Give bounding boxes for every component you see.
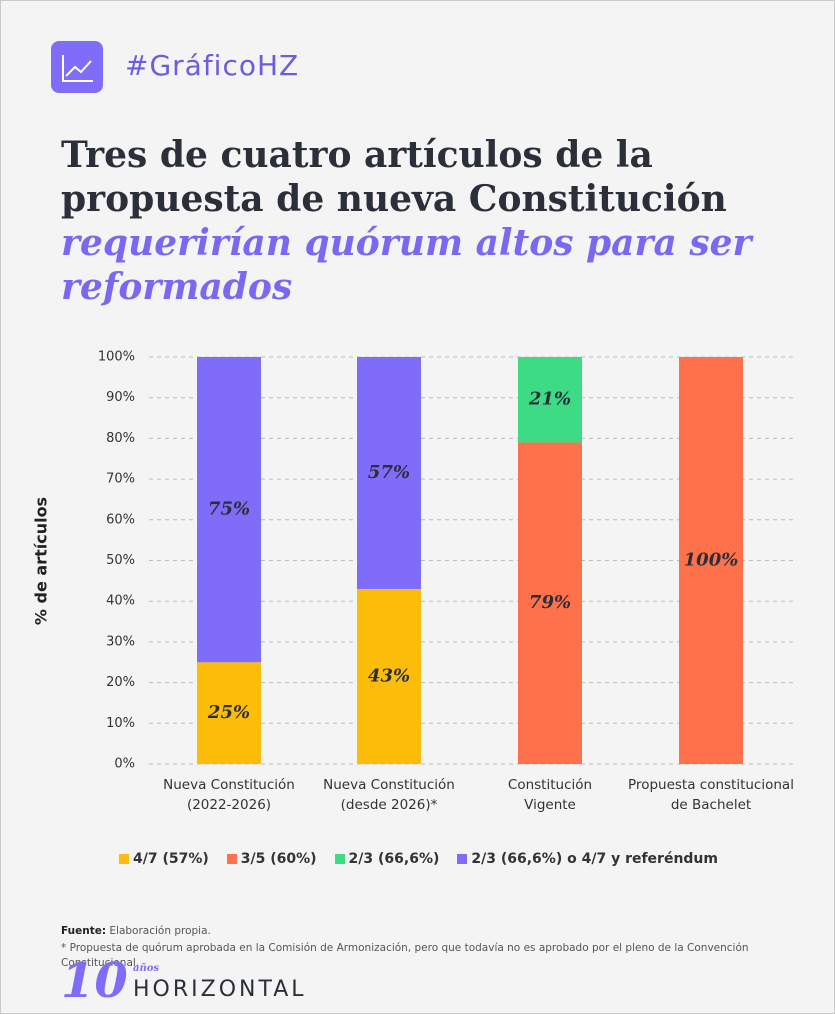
legend-item: 4/7 (57%) — [118, 851, 209, 867]
legend-swatch — [226, 854, 237, 864]
hashtag: #GráficoHZ — [125, 49, 300, 82]
data-label: 100% — [684, 550, 739, 571]
data-label: 21% — [528, 389, 571, 410]
bar-segment — [518, 357, 582, 443]
legend-item: 3/5 (60%) — [226, 851, 317, 867]
y-tick-label: 50% — [106, 553, 135, 568]
legend-swatch — [457, 854, 468, 864]
legend-item: 2/3 (66,6%) — [334, 851, 440, 867]
y-tick-label: 60% — [106, 512, 135, 527]
note: * Propuesta de quórum aprobada en la Com… — [61, 942, 749, 969]
data-label: 79% — [529, 592, 571, 613]
legend-swatch — [118, 854, 129, 864]
bar-segment — [357, 588, 421, 764]
source-text: Elaboración propia. — [109, 925, 211, 937]
title: Tres de cuatro artículos de la propuesta… — [61, 133, 791, 309]
y-tick-label: 0% — [114, 757, 135, 772]
logo-number: 10 — [61, 953, 128, 1009]
data-label: 57% — [368, 462, 410, 483]
y-axis-label: % de artículos — [31, 496, 51, 626]
data-label: 25% — [207, 702, 250, 723]
legend-label: 2/3 (66,6%) — [348, 851, 440, 867]
x-tick-label: Nueva Constitución (desde 2026)* — [323, 777, 455, 813]
y-tick-label: 20% — [106, 675, 135, 690]
legend-item: 2/3 (66,6%) o 4/7 y referéndum — [457, 851, 718, 867]
source: Fuente: Elaboración propia. — [61, 925, 211, 937]
logo-name: HORIZONTAL — [133, 977, 307, 1002]
bar-segment — [197, 662, 261, 764]
legend: 4/7 (57%) 3/5 (60%) 2/3 (66,6%) 2/3 (66,6%)… — [1, 851, 834, 867]
logo: 10 años HORIZONTAL — [61, 953, 321, 1011]
bar-segment — [197, 357, 261, 663]
bar-segment — [518, 442, 582, 764]
bar-segment — [357, 357, 421, 589]
header-icon — [51, 41, 103, 93]
x-tick-label: Nueva Constitución (2022-2026) — [163, 777, 295, 813]
y-tick-label: 80% — [106, 431, 135, 446]
y-tick-label: 90% — [106, 390, 135, 405]
source-label: Fuente: — [61, 925, 107, 937]
y-tick-label: 100% — [98, 350, 135, 365]
data-label: 75% — [208, 499, 250, 520]
logo-years: años — [133, 963, 160, 974]
legend-label: 2/3 (66,6%) o 4/7 y referéndum — [471, 851, 718, 867]
legend-label: 4/7 (57%) — [132, 851, 209, 867]
y-tick-label: 40% — [106, 594, 135, 609]
x-tick-label: Propuesta constitucional de Bachelet — [628, 777, 794, 813]
legend-swatch — [334, 854, 345, 864]
y-tick-label: 30% — [106, 634, 135, 649]
legend-label: 3/5 (60%) — [240, 851, 317, 867]
y-tick-label: 10% — [106, 716, 135, 731]
title-main: Tres de cuatro artículos de la propuesta… — [61, 134, 727, 220]
bar-segment — [679, 357, 743, 764]
y-tick-label: 70% — [106, 472, 135, 487]
data-label: 43% — [368, 665, 410, 686]
x-tick-label: Constitución Vigente — [507, 777, 593, 813]
title-highlight: requerirían quórum altos para ser reform… — [61, 222, 752, 308]
